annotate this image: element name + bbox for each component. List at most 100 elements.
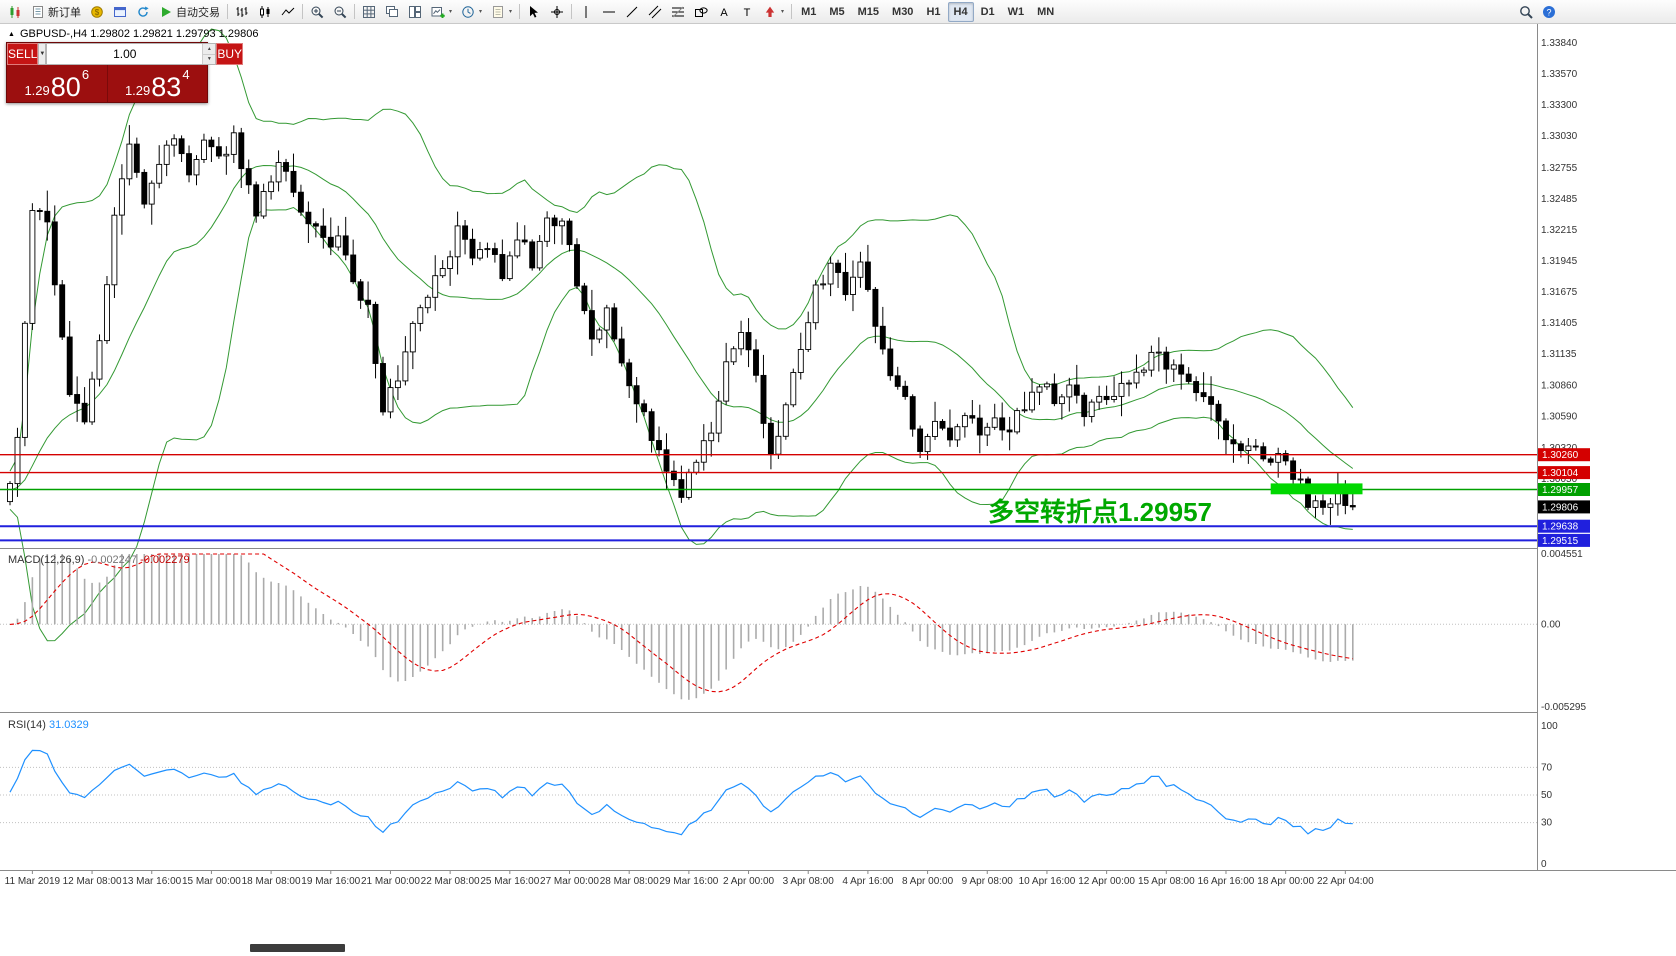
svg-text:-0.005295: -0.005295: [1541, 702, 1586, 713]
svg-text:100: 100: [1541, 721, 1558, 732]
template-icon: [491, 5, 505, 19]
channel-icon: [648, 5, 662, 19]
bottom-scrollbar-thumb[interactable]: [250, 944, 345, 952]
sell-button[interactable]: SELL: [7, 43, 39, 65]
svg-text:0.00: 0.00: [1541, 619, 1561, 630]
cascade-windows-button[interactable]: [381, 2, 403, 22]
svg-text:4 Apr 16:00: 4 Apr 16:00: [842, 876, 894, 887]
zoom-out-button[interactable]: [329, 2, 351, 22]
vertical-line-button[interactable]: [575, 2, 597, 22]
macd-name: MACD(12,26,9): [8, 554, 85, 566]
refresh-icon: [136, 5, 150, 19]
timeframe-h4-button[interactable]: H4: [947, 1, 974, 22]
svg-text:?: ?: [1546, 7, 1551, 17]
buy-button[interactable]: BUY: [216, 43, 243, 65]
trade-panel-prices: 1.29 80 6 1.29 83 4: [7, 65, 207, 102]
text-label-button[interactable]: T: [736, 2, 758, 22]
app-chart-button[interactable]: [4, 2, 26, 22]
svg-text:28 Mar 08:00: 28 Mar 08:00: [600, 876, 659, 887]
price-badge-1.29515: [1538, 533, 1590, 547]
arrows-button[interactable]: ▾: [759, 2, 788, 22]
timeframe-d1-button[interactable]: D1: [975, 2, 1001, 22]
timeframe-mn-button[interactable]: MN: [1031, 2, 1060, 22]
shapes-button[interactable]: [690, 2, 712, 22]
price-axis[interactable]: [1538, 24, 1676, 870]
timeframe-h1-button[interactable]: H1: [920, 2, 946, 22]
svg-text:3 Apr 08:00: 3 Apr 08:00: [783, 876, 835, 887]
line-chart-button[interactable]: [277, 2, 299, 22]
price-badge-1.29957: [1538, 483, 1590, 496]
svg-text:15 Mar 00:00: 15 Mar 00:00: [182, 876, 241, 887]
chart-canvas[interactable]: 1.33840 1.33570 1.33300 1.33030 1.32755 1.324…: [0, 24, 1676, 956]
fibonacci-button[interactable]: [667, 2, 689, 22]
zoom-in-button[interactable]: [306, 2, 328, 22]
svg-text:13 Mar 16:00: 13 Mar 16:00: [122, 876, 181, 887]
tile-windows-button[interactable]: [404, 2, 426, 22]
time-axis-labels: 11 Mar 2019 12 Mar 08:00 13 Mar 16:00 15 Ma…: [5, 871, 1374, 887]
equidistant-channel-button[interactable]: [644, 2, 666, 22]
top-toolbar: 新订单 $ 自动交易 ▾ ▾ ▾ A T ▾ M1 M5 M15 M30 H1 H4 D1 W1 MN?: [0, 0, 1676, 24]
svg-text:10 Apr 16:00: 10 Apr 16:00: [1019, 876, 1076, 887]
chart-window[interactable]: 1.33840 1.33570 1.33300 1.33030 1.32755 1.324…: [0, 24, 1676, 956]
volume-input[interactable]: [47, 44, 203, 64]
timeframe-m30-button[interactable]: M30: [886, 2, 919, 22]
trendline-button[interactable]: [621, 2, 643, 22]
shapes-icon: [694, 5, 708, 19]
timeframe-w1-button-label: W1: [1007, 5, 1025, 18]
svg-text:1.33840: 1.33840: [1541, 38, 1578, 49]
sell-price[interactable]: 1.29 80 6: [7, 65, 108, 102]
crosshair-button[interactable]: [546, 2, 568, 22]
market-watch-button[interactable]: $: [86, 2, 108, 22]
horizontal-line-button[interactable]: [598, 2, 620, 22]
hline-icon: [602, 5, 616, 19]
templates-button[interactable]: ▾: [487, 2, 516, 22]
candlestick-chart-button[interactable]: [254, 2, 276, 22]
clock-icon: [461, 5, 475, 19]
vline-icon: [579, 5, 593, 19]
svg-text:1.31405: 1.31405: [1541, 318, 1578, 329]
svg-text:21 Mar 00:00: 21 Mar 00:00: [361, 876, 420, 887]
svg-text:2 Apr 00:00: 2 Apr 00:00: [723, 876, 775, 887]
refresh-button[interactable]: [132, 2, 154, 22]
autotrading-button[interactable]: 自动交易: [155, 2, 224, 22]
svg-text:1.31945: 1.31945: [1541, 256, 1578, 267]
timeframe-m1-button[interactable]: M1: [795, 2, 822, 22]
svg-text:1.31675: 1.31675: [1541, 287, 1578, 298]
pivot-highlight-rect[interactable]: [1270, 483, 1363, 495]
svg-text:1.32755: 1.32755: [1541, 163, 1578, 174]
new-chart-button[interactable]: ▾: [427, 2, 456, 22]
timeframe-h4-button-label: H4: [953, 5, 968, 18]
price-badge-1.29806: [1538, 500, 1590, 514]
time-axis[interactable]: [0, 871, 1676, 886]
price-badge-1.30260: [1538, 448, 1590, 462]
rsi-value: 31.0329: [48, 719, 89, 731]
text-button[interactable]: A: [713, 2, 735, 22]
cursor-button[interactable]: [523, 2, 545, 22]
volume-decrease-button[interactable]: ▼: [203, 54, 216, 64]
svg-text:22 Mar 08:00: 22 Mar 08:00: [421, 876, 480, 887]
search-button[interactable]: [1515, 2, 1537, 22]
buy-price-big: 83: [151, 72, 182, 103]
timeframe-w1-button[interactable]: W1: [1002, 2, 1031, 22]
buy-price[interactable]: 1.29 83 4: [108, 65, 208, 102]
chevron-down-icon: ▾: [449, 9, 453, 15]
data-window-button[interactable]: [109, 2, 131, 22]
pane-separators: [0, 24, 1676, 886]
volume-increase-button[interactable]: ▲: [203, 44, 216, 55]
macd-main-value: -0.002247: [87, 554, 138, 566]
grid-button[interactable]: [358, 2, 380, 22]
svg-text:0: 0: [1541, 859, 1547, 870]
newchart-icon: [431, 5, 445, 19]
timeframe-m15-button[interactable]: M15: [852, 2, 885, 22]
svg-text:50: 50: [1541, 790, 1553, 801]
help-button[interactable]: ?: [1538, 2, 1560, 22]
trade-options-dropdown[interactable]: ▼: [38, 43, 47, 65]
new-order-button[interactable]: 新订单: [27, 2, 85, 22]
svg-text:0.004551: 0.004551: [1541, 549, 1583, 560]
timeframe-m5-button[interactable]: M5: [823, 2, 850, 22]
coin-icon: $: [90, 5, 104, 19]
bars-chart-button[interactable]: [231, 2, 253, 22]
timeframe-m15-button-label: M15: [857, 5, 880, 18]
periodicity-button[interactable]: ▾: [457, 2, 486, 22]
sell-price-big: 80: [50, 72, 81, 103]
